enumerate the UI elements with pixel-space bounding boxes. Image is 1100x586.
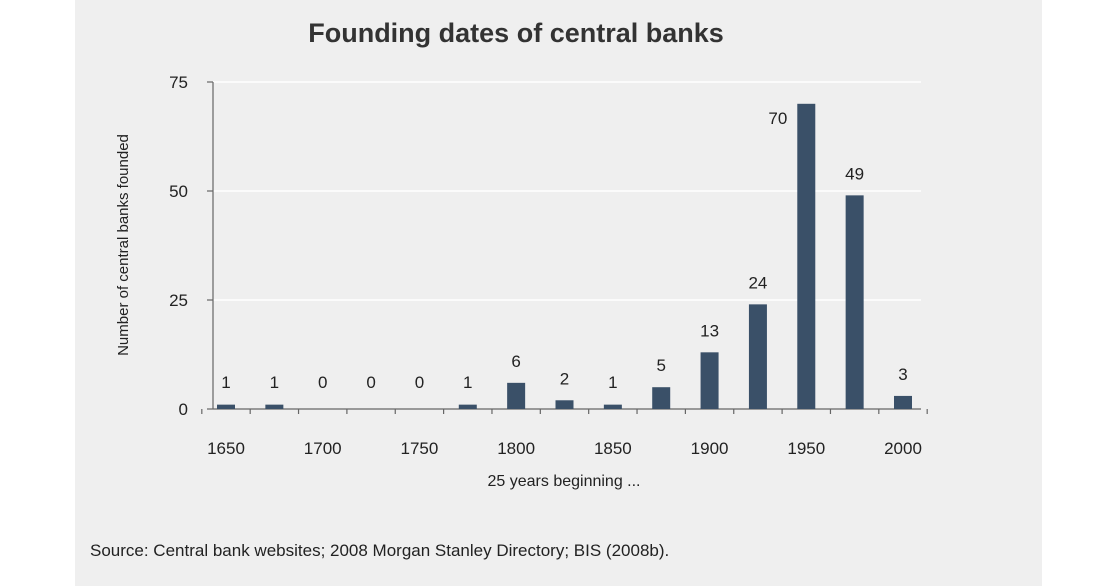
data-label-1850: 1	[608, 373, 617, 392]
bar-1950	[797, 103, 816, 410]
bars	[217, 103, 912, 410]
y-tick-label: 0	[179, 400, 188, 419]
data-label-1750: 0	[415, 373, 424, 392]
data-label-1700: 0	[318, 373, 327, 392]
y-tick-label: 50	[169, 182, 188, 201]
chart-title: Founding dates of central banks	[308, 18, 724, 48]
bar-1975	[845, 195, 864, 409]
data-label-1950: 70	[768, 109, 787, 128]
source-note: Source: Central bank websites; 2008 Morg…	[90, 541, 670, 560]
bar-2000	[894, 395, 912, 409]
bar-1925	[748, 304, 767, 409]
bar-1800	[507, 382, 526, 409]
x-tick-labels: 1650 1700 1750 1800 1850 1900 1950 2000	[201, 409, 928, 458]
data-labels: 1 1 0 0 0 1 6 2 1 5 13 24 70 49 3	[221, 109, 907, 392]
data-label-1725: 0	[366, 373, 375, 392]
data-label-1900: 13	[700, 321, 719, 340]
y-tick-label: 75	[169, 73, 188, 92]
x-tick-label: 1900	[691, 439, 729, 458]
data-label-1875: 5	[656, 356, 665, 375]
x-tick-label: 1650	[207, 439, 245, 458]
bar-1900	[700, 352, 719, 409]
x-axis-label: 25 years beginning ...	[488, 473, 641, 490]
data-label-1925: 24	[748, 273, 767, 292]
bar-1850	[603, 404, 622, 409]
data-label-1675: 1	[270, 373, 279, 392]
bar-1675	[265, 404, 284, 409]
x-tick-label: 1700	[304, 439, 342, 458]
data-label-2000: 3	[898, 365, 907, 384]
x-tick-label: 1750	[401, 439, 439, 458]
data-label-1775: 1	[463, 373, 472, 392]
bar-1650	[217, 404, 235, 409]
bar-1825	[555, 400, 574, 409]
bar-1875	[652, 387, 671, 409]
x-tick-label: 2000	[884, 439, 922, 458]
y-tick-labels: 0 25 50 75	[169, 73, 213, 419]
chart-panel	[75, 0, 1042, 586]
y-tick-label: 25	[169, 291, 188, 310]
y-axis-label: Number of central banks founded	[115, 134, 132, 356]
x-tick-label: 1850	[594, 439, 632, 458]
bar-1775	[458, 404, 477, 409]
data-label-1825: 2	[560, 369, 569, 388]
data-label-1650: 1	[221, 373, 230, 392]
x-tick-label: 1950	[787, 439, 825, 458]
data-label-1975: 49	[845, 164, 864, 183]
x-tick-label: 1800	[497, 439, 535, 458]
data-label-1800: 6	[511, 352, 520, 371]
